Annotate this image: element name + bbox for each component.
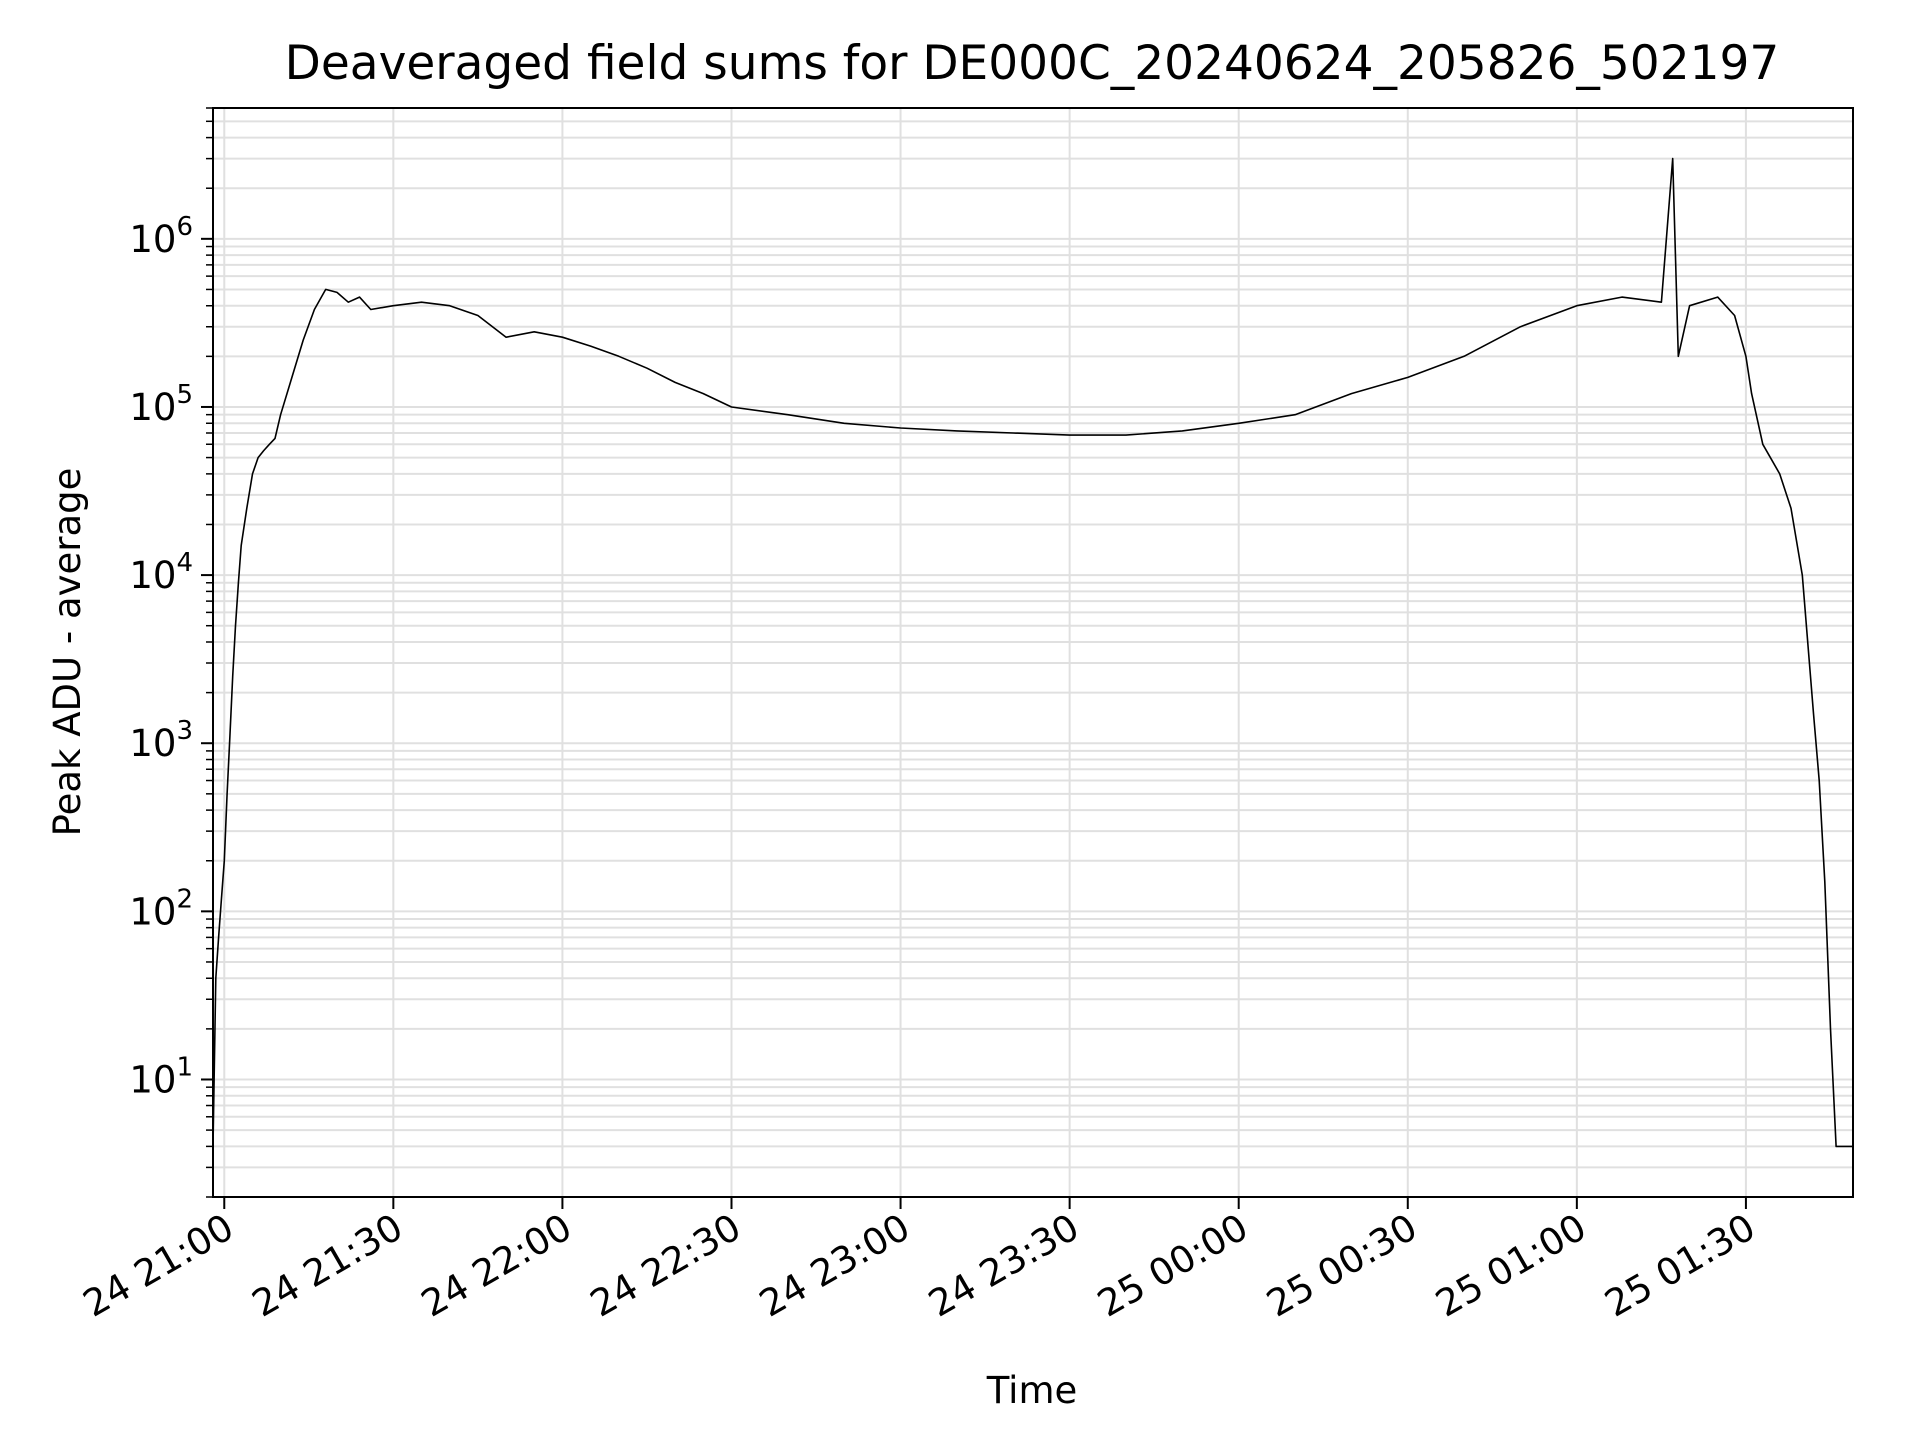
x-tick-label: 25 01:00 [1429, 1206, 1594, 1326]
y-tick-label: 104 [129, 548, 193, 597]
x-tick-label: 25 00:30 [1259, 1206, 1424, 1326]
x-tick-label: 25 00:00 [1090, 1206, 1255, 1326]
x-tick-label: 24 23:00 [752, 1206, 917, 1326]
y-tick-label: 102 [129, 884, 193, 933]
x-tick-label: 25 01:30 [1598, 1206, 1763, 1326]
x-tick-label: 24 23:30 [921, 1206, 1086, 1326]
y-tick-label: 103 [129, 716, 193, 765]
plot-frame [212, 107, 1854, 1198]
x-tick-label: 24 22:30 [583, 1206, 748, 1326]
x-tick-label: 24 21:30 [245, 1206, 410, 1326]
x-axis-label: Time [986, 1369, 1078, 1412]
x-tick-label: 24 22:00 [414, 1206, 579, 1326]
y-tick-label: 106 [129, 212, 193, 261]
data-line [212, 157, 1853, 1148]
y-tick-label: 101 [129, 1052, 193, 1101]
chart-title: Deaveraged field sums for DE000C_2024062… [285, 36, 1780, 91]
line-layer [212, 157, 1853, 1148]
x-tick-label: 24 21:00 [76, 1206, 241, 1326]
grid-layer [213, 107, 1853, 1198]
y-tick-label: 105 [129, 380, 193, 429]
y-axis-label: Peak ADU - average [46, 468, 89, 837]
